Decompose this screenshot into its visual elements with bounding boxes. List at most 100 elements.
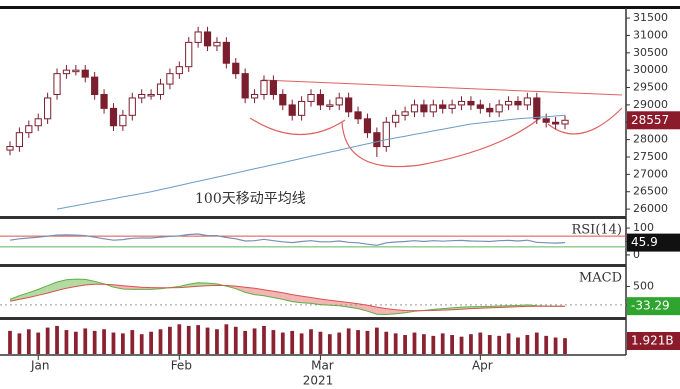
volume-bar (478, 332, 483, 354)
volume-bar (64, 330, 69, 354)
macd-fill (235, 286, 246, 293)
volume-bar (8, 330, 12, 354)
candle-body (91, 76, 99, 95)
volume-bar (168, 326, 172, 354)
candle-body (467, 100, 475, 106)
macd-fill (329, 300, 340, 306)
left-shoulder-curve (249, 117, 346, 136)
candle-body (382, 121, 390, 148)
candle-body (222, 41, 230, 64)
y-tick-label: 100 (633, 221, 654, 234)
candle-body (316, 93, 325, 106)
neckline (261, 79, 623, 96)
volume-bar (233, 326, 238, 354)
volume-bar (196, 325, 201, 354)
candle-body (119, 114, 127, 127)
volume-bar (299, 333, 304, 354)
candle-body (533, 97, 541, 120)
volume-bar (45, 327, 50, 354)
volume-bar (393, 333, 398, 354)
candle-body (288, 104, 296, 116)
candle-body (166, 73, 174, 85)
volume-bar (149, 331, 153, 354)
candle-body (448, 104, 456, 109)
volume-bar (215, 329, 219, 354)
x-axis-label: 2021 (303, 374, 334, 388)
volume-bar (384, 331, 389, 354)
macd-line (9, 278, 565, 316)
macd-fill (292, 294, 302, 303)
candle-body (62, 69, 71, 75)
candle-body (269, 80, 277, 95)
candle-body (279, 93, 287, 106)
volume-bar (422, 334, 426, 354)
macd-fill (57, 279, 67, 291)
candle-body (401, 111, 409, 116)
rsi-line (9, 233, 566, 246)
y-tick-label: 29000 (633, 98, 668, 111)
volume-bar (327, 334, 332, 354)
candle-body (354, 111, 362, 120)
cup-curve (341, 117, 541, 168)
volume-bar (224, 324, 229, 354)
candle-body (514, 100, 522, 106)
candle-body (542, 118, 550, 123)
macd-fill (38, 285, 48, 296)
y-tick-label: 29500 (633, 81, 668, 94)
volume-bar (553, 337, 558, 354)
volume-bar (365, 330, 370, 354)
handle-curve (547, 107, 623, 135)
candle-body (420, 104, 428, 113)
macd-fill (376, 307, 387, 315)
volume-bar (412, 332, 417, 354)
macd-fill (66, 279, 76, 289)
y-tick-label: 26000 (633, 202, 668, 215)
volume-bar (252, 328, 257, 354)
candle-body (25, 125, 33, 134)
volume-bar (337, 332, 342, 354)
macd-line (9, 283, 565, 312)
volume-bar (431, 335, 436, 354)
candle-body (185, 41, 193, 68)
macd-fill (301, 296, 312, 304)
volume-bar (318, 331, 323, 354)
y-tick-label: 0 (633, 248, 640, 261)
macd-fill (311, 297, 321, 305)
candle-body (109, 107, 118, 127)
annotation: 100天移动平均线 (195, 191, 306, 207)
volume-bar (459, 336, 464, 354)
candle-body (561, 119, 569, 125)
panel-title: RSI(14) (571, 223, 622, 238)
y-tick-label: 31500 (633, 11, 668, 24)
candle-body (53, 73, 61, 95)
volume-bar (177, 324, 182, 354)
panel-divider (0, 264, 626, 267)
candle-body (175, 66, 183, 75)
y-tick-label: 30000 (633, 63, 668, 76)
volume-bar (111, 332, 116, 354)
candle-body (298, 100, 306, 116)
value-label: 45.9 (631, 235, 658, 249)
value-box (627, 297, 680, 316)
candle-body (241, 73, 249, 99)
volume-bar (290, 330, 295, 354)
candle-body (486, 107, 494, 113)
macd-fill (254, 288, 264, 296)
volume-bar (506, 333, 511, 354)
volume-bar (356, 330, 360, 354)
candle-body (100, 93, 108, 109)
volume-bar (469, 334, 473, 354)
volume-bar (346, 328, 351, 354)
x-tick-label: Apr (472, 359, 493, 373)
macd-fill (188, 282, 199, 288)
candle-body (476, 104, 484, 109)
volume-bar (17, 333, 22, 354)
y-tick-label: 30500 (633, 46, 668, 59)
candle-body (429, 104, 437, 113)
candle-body (15, 132, 24, 148)
macd-fill (358, 303, 368, 312)
value-box (627, 233, 680, 252)
candle-body (363, 118, 372, 134)
volume-bar (403, 335, 407, 354)
candle-body (260, 80, 268, 95)
